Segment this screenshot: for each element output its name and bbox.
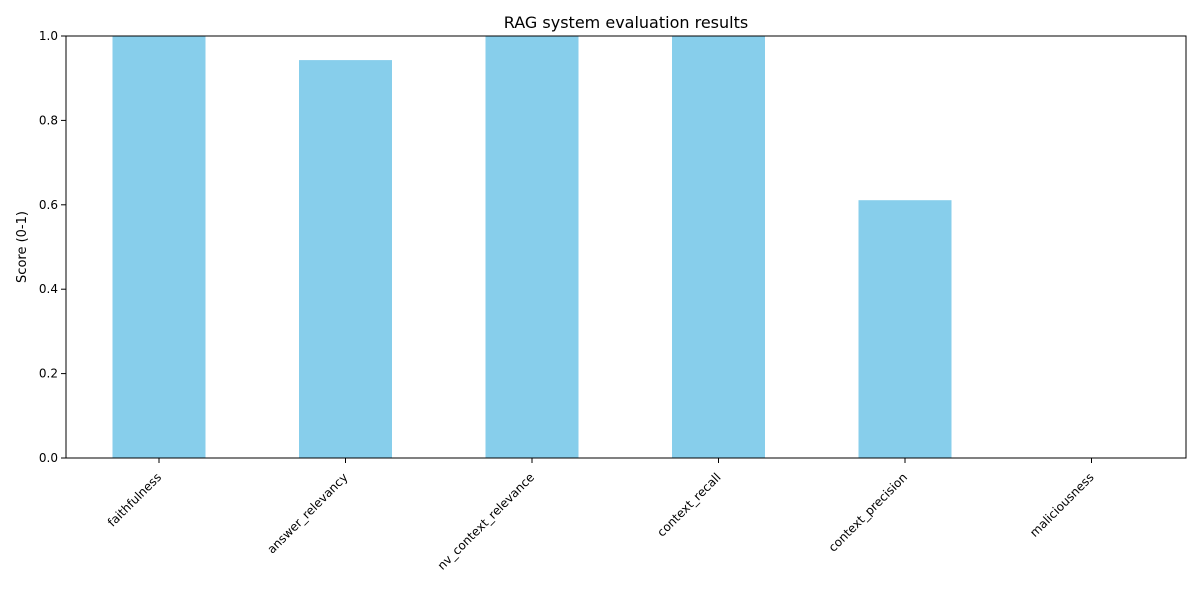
chart-title: RAG system evaluation results bbox=[504, 13, 748, 32]
x-tick-label: context_recall bbox=[654, 470, 723, 539]
y-tick-label: 1.0 bbox=[39, 29, 58, 43]
bar-context-recall bbox=[672, 36, 765, 458]
y-ticks-layer: 0.0 0.2 0.4 0.6 0.8 1.0 bbox=[39, 29, 66, 465]
x-tick-label: context_precision bbox=[826, 470, 910, 554]
x-ticks-layer: faithfulness answer_relevancy nv_context_r… bbox=[105, 458, 1097, 573]
y-tick-label: 0.4 bbox=[39, 282, 58, 296]
y-tick-label: 0.2 bbox=[39, 367, 58, 381]
y-tick-label: 0.8 bbox=[39, 113, 58, 127]
bars-layer bbox=[112, 36, 952, 458]
bar-context-precision bbox=[858, 200, 952, 458]
plot-frame bbox=[65, 35, 1187, 459]
bar-faithfulness bbox=[112, 36, 206, 458]
bar-nv-context-relevance bbox=[485, 36, 579, 458]
x-tick-label: maliciousness bbox=[1027, 470, 1097, 540]
y-tick-label: 0.6 bbox=[39, 198, 58, 212]
x-tick-label: nv_context_relevance bbox=[435, 470, 537, 572]
x-tick-label: faithfulness bbox=[105, 470, 164, 529]
bar-answer-relevancy bbox=[299, 60, 392, 458]
y-axis-label: Score (0-1) bbox=[15, 211, 30, 283]
x-tick-label: answer_relevancy bbox=[264, 470, 350, 556]
y-tick-label: 0.0 bbox=[39, 451, 58, 465]
